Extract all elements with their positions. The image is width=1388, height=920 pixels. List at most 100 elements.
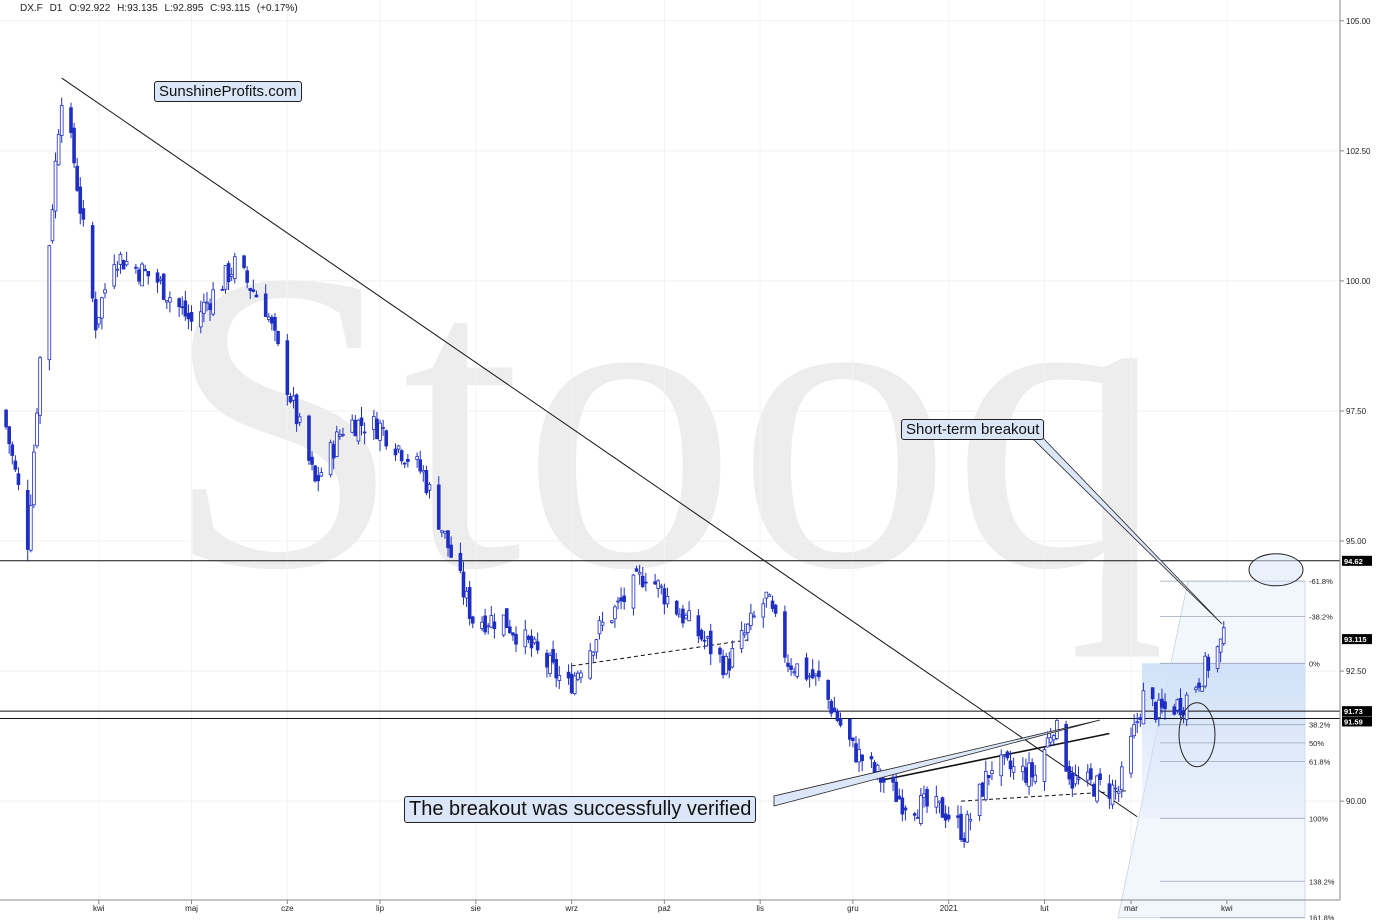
candle-body [943, 813, 948, 821]
candle-body [418, 459, 423, 472]
x-tick-label: lip [376, 904, 385, 913]
candle-body [804, 657, 809, 680]
candle-body [223, 265, 228, 290]
candle-body [115, 268, 120, 271]
candle-body [220, 289, 225, 291]
candle-body [189, 312, 194, 322]
candle-body [1089, 768, 1093, 780]
candle-body [900, 797, 905, 815]
candle-body [912, 813, 917, 816]
candle-body [90, 225, 95, 299]
candle-body [103, 289, 107, 294]
candle-body [50, 209, 55, 242]
candle-body [1135, 721, 1140, 724]
brand-label: SunshineProfits.com [154, 81, 302, 102]
fib-retracement-area [1142, 663, 1305, 819]
retest-highlight-ellipse [1178, 702, 1216, 768]
candle-body [548, 655, 552, 674]
candle-body [786, 662, 790, 667]
candle-body [1200, 685, 1204, 692]
candle-body [838, 718, 843, 726]
candle-body [1064, 724, 1068, 772]
trendline [880, 732, 1110, 782]
candle-body [1215, 646, 1220, 669]
candle-body [894, 781, 898, 803]
candle-body [331, 444, 336, 459]
candle-body [229, 274, 234, 277]
candle-body [10, 444, 15, 456]
candle-body [1067, 766, 1072, 780]
candle-body [35, 412, 39, 447]
candle-body [143, 269, 147, 271]
x-tick-label: cze [281, 904, 294, 913]
candle-body [1070, 772, 1075, 789]
horizontal-levels [0, 560, 1340, 719]
candle-body [359, 417, 364, 426]
candle-body [523, 629, 528, 648]
support-lower-price-tag-text: 91.59 [1344, 717, 1363, 726]
fib-level-label: 0% [1309, 659, 1320, 668]
candle-body [1178, 697, 1183, 716]
candle-body [1141, 690, 1146, 725]
candle-body [983, 771, 988, 800]
candle-body [69, 107, 73, 133]
candle-body [29, 504, 33, 551]
candle-body [461, 571, 466, 598]
candle-body [832, 707, 837, 713]
y-tick-label: 90.00 [1346, 797, 1367, 806]
candle-body [965, 814, 970, 843]
candle-body [532, 638, 537, 644]
fib-level-label: -38.2% [1309, 612, 1333, 621]
trendline [571, 639, 748, 667]
candle-body [749, 612, 753, 626]
x-axis: kwi maj cze lip sie wrz paź lis gru 2021 lut mar kwi [0, 899, 1340, 913]
candle-body [1110, 784, 1115, 806]
candle-body [313, 465, 317, 482]
candle-body [1194, 687, 1198, 691]
candle-body [402, 462, 407, 465]
candle-body [962, 838, 966, 842]
candle-body [140, 263, 144, 287]
y-tick-label: 95.00 [1346, 537, 1367, 546]
candle-body [875, 764, 880, 772]
candle-body [919, 795, 923, 824]
candle-body [146, 270, 151, 277]
candle-body [1095, 775, 1099, 802]
candle-body [637, 572, 642, 575]
x-tick-label: kwi [93, 904, 105, 913]
candle-body [440, 530, 444, 533]
candle-body [186, 313, 191, 320]
candle-body [718, 647, 722, 655]
candle-body [1002, 754, 1007, 757]
candle-body [168, 297, 172, 303]
candle-body [662, 588, 667, 605]
candle-body [464, 590, 469, 599]
support-upper-price-tag-text: 91.73 [1344, 707, 1363, 716]
candle-body [640, 575, 645, 587]
candle-body [730, 648, 735, 668]
candle-body [999, 754, 1004, 777]
candle-body [470, 616, 475, 624]
candle-body [208, 303, 212, 311]
candle-body [316, 475, 321, 482]
candle-body [977, 783, 982, 816]
candle-body [134, 266, 138, 269]
candle-body [956, 815, 960, 818]
candle-body [681, 608, 685, 624]
candle-body [53, 160, 58, 212]
candle-body [294, 394, 299, 425]
y-tick-label: 92.50 [1346, 667, 1367, 676]
ohlc-header: DX.F D1 O:92.922 H:93.135 L:92.895 C:93.… [20, 3, 302, 14]
candle-body [1157, 699, 1161, 719]
candle-body [446, 530, 450, 549]
candle-body [13, 460, 18, 470]
candle-body [273, 316, 277, 331]
fib-level-label: 38.2% [1309, 721, 1331, 730]
candle-body [486, 625, 491, 628]
candle-body [653, 581, 657, 585]
x-tick-label: maj [185, 904, 198, 913]
candle-body [338, 434, 342, 437]
highlight-ellipses [1178, 553, 1304, 768]
candle-body [1030, 762, 1034, 778]
candle-body [1008, 760, 1013, 770]
